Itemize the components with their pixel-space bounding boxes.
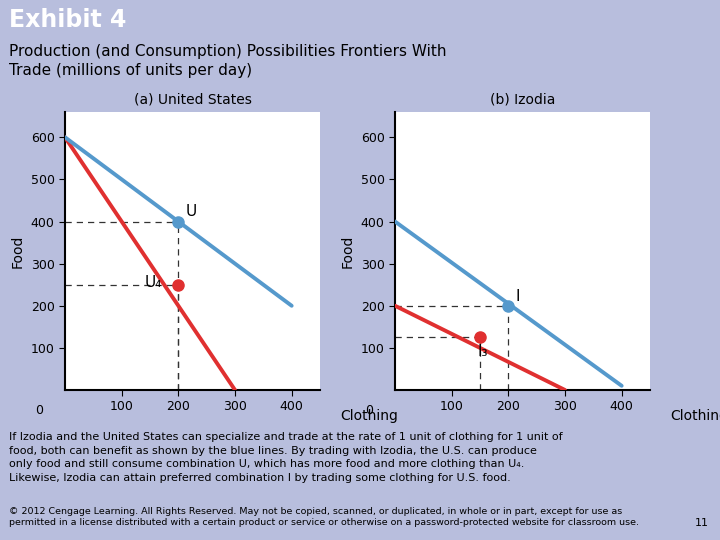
Text: 0: 0 [35,404,43,417]
Text: 11: 11 [696,518,709,528]
Text: I: I [515,289,520,303]
Text: Exhibit 4: Exhibit 4 [9,8,126,32]
Text: U₄: U₄ [144,275,162,290]
Text: Production (and Consumption) Possibilities Frontiers With
Trade (millions of uni: Production (and Consumption) Possibiliti… [9,44,446,78]
Text: If Izodia and the United States can specialize and trade at the rate of 1 unit o: If Izodia and the United States can spec… [9,432,562,483]
Title: (b) Izodia: (b) Izodia [490,93,555,107]
Text: © 2012 Cengage Learning. All Rights Reserved. May not be copied, scanned, or dup: © 2012 Cengage Learning. All Rights Rese… [9,507,639,527]
Y-axis label: Food: Food [11,234,25,268]
Title: (a) United States: (a) United States [134,93,251,107]
Text: Clothing: Clothing [341,409,398,423]
Y-axis label: Food: Food [341,234,355,268]
Text: 0: 0 [366,404,374,417]
Text: Clothing: Clothing [670,409,720,423]
Text: I₃: I₃ [477,345,487,359]
Text: U: U [185,205,197,219]
